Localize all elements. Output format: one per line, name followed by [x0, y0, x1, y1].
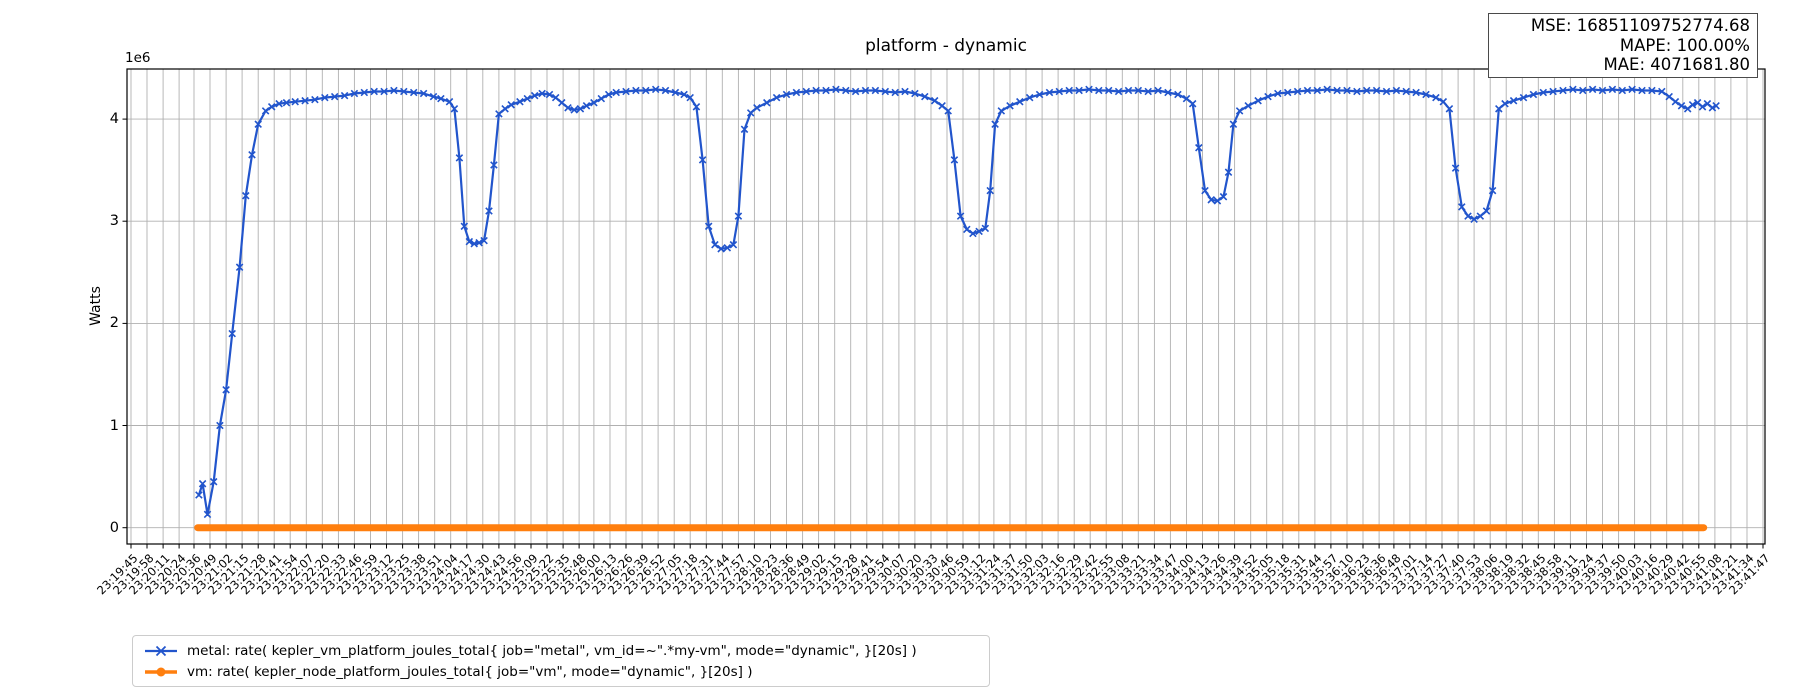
y-tick-label: 3 — [109, 213, 119, 230]
legend-item-metal: metal: rate( kepler_vm_platform_joules_t… — [143, 640, 979, 661]
stat-mae: MAE: 4071681.80 — [1603, 55, 1750, 74]
legend-label-metal: metal: rate( kepler_vm_platform_joules_t… — [187, 642, 917, 659]
y-tick-label: 0 — [109, 519, 119, 536]
y-axis-offset-text: 1e6 — [125, 50, 151, 66]
stat-mape: MAPE: 100.00% — [1619, 35, 1750, 55]
stat-mse: MSE: 16851109752774.68 — [1530, 16, 1750, 35]
y-tick-label: 1 — [109, 417, 119, 434]
legend-item-vm: vm: rate( kepler_node_platform_joules_to… — [143, 661, 979, 682]
chart-title: platform - dynamic — [865, 36, 1027, 56]
stats-box: MSE: 16851109752774.68 MAPE: 100.00% MAE… — [1488, 13, 1758, 78]
y-tick-label: 2 — [109, 315, 119, 332]
legend: metal: rate( kepler_vm_platform_joules_t… — [132, 635, 990, 687]
y-tick-label: 4 — [109, 111, 119, 128]
vm-series-marker-icon — [145, 667, 177, 676]
metal-series-marker-icon — [145, 645, 177, 656]
legend-label-vm: vm: rate( kepler_node_platform_joules_to… — [187, 663, 753, 680]
